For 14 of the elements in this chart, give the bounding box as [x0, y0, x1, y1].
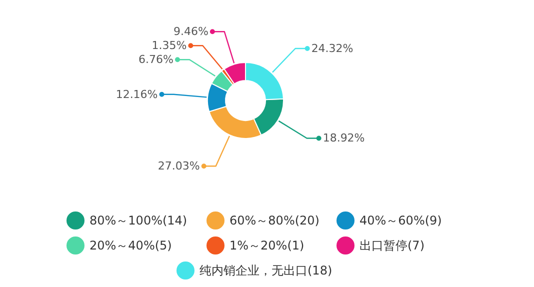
data-label: 27.03% — [158, 160, 200, 173]
legend-label: 出口暂停(7) — [360, 238, 424, 252]
legend-label: 纯内销企业，无出口(18) — [200, 264, 332, 278]
data-label: 12.16% — [116, 88, 158, 101]
data-label: 18.92% — [322, 132, 365, 145]
data-label: 9.46% — [173, 25, 208, 38]
legend-label: 60%～80%(20) — [230, 214, 320, 228]
legend-label: 40%～60%(9) — [360, 214, 442, 228]
data-label: 6.76% — [138, 53, 174, 66]
legend-label: 80%～100%(14) — [90, 214, 188, 228]
data-label: 1.35% — [152, 39, 187, 52]
legend-label: 1%～20%(1) — [230, 238, 304, 252]
legend-label: 20%～40%(5) — [90, 238, 172, 252]
data-label: 24.32% — [311, 42, 354, 56]
